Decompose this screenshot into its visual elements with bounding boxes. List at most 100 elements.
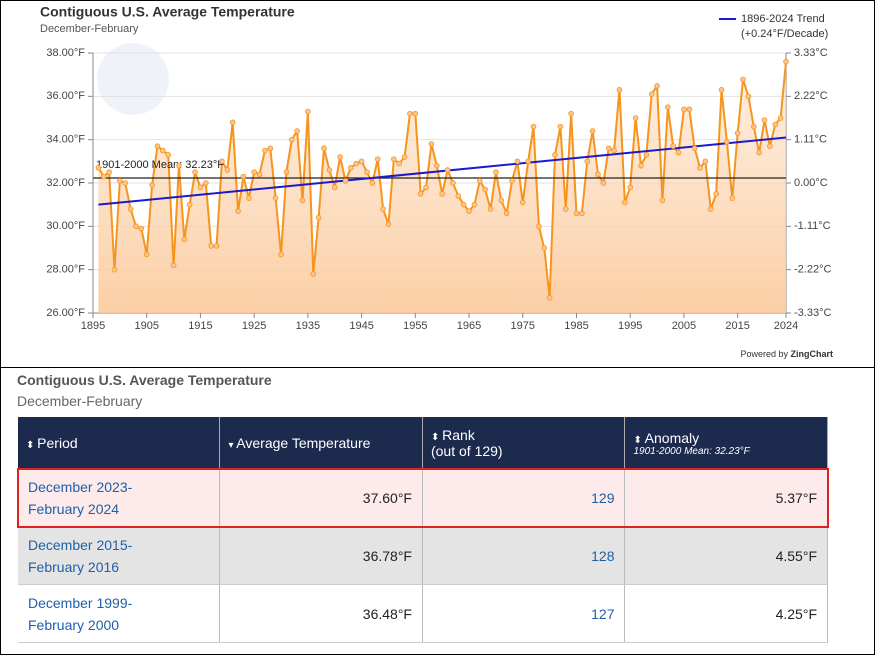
anomaly-cell: 4.55°F bbox=[624, 526, 828, 585]
period-line[interactable]: February 2000 bbox=[28, 616, 120, 633]
y2-tick-label: -3.33°C bbox=[794, 307, 831, 319]
point bbox=[380, 206, 386, 212]
column-label: Rank bbox=[442, 427, 475, 443]
point bbox=[186, 201, 193, 208]
x-tick-label: 1995 bbox=[618, 320, 642, 332]
point bbox=[149, 182, 155, 188]
point bbox=[326, 167, 333, 173]
point bbox=[235, 208, 241, 214]
point bbox=[288, 136, 295, 143]
x-tick-label: 1945 bbox=[349, 320, 373, 332]
point bbox=[331, 184, 338, 191]
point bbox=[697, 165, 703, 171]
point bbox=[498, 197, 505, 204]
point bbox=[767, 143, 773, 149]
point bbox=[224, 167, 231, 173]
point bbox=[460, 201, 467, 208]
point bbox=[197, 184, 204, 191]
point bbox=[600, 180, 607, 186]
point bbox=[546, 295, 553, 301]
y-tick-label: 30.00°F bbox=[46, 220, 85, 232]
point bbox=[589, 128, 596, 134]
column-header[interactable]: ▾ Average Temperature bbox=[219, 417, 423, 469]
x-tick-label: 1965 bbox=[457, 320, 481, 332]
point bbox=[256, 171, 263, 178]
point bbox=[702, 158, 709, 165]
point bbox=[111, 266, 118, 273]
point bbox=[213, 243, 220, 249]
sort-icon[interactable]: ⬍ bbox=[26, 440, 38, 451]
rank-cell: 129 bbox=[422, 469, 626, 527]
point bbox=[192, 169, 198, 175]
point bbox=[595, 171, 601, 178]
column-header[interactable]: ⬍ Rank (out of 129) bbox=[422, 417, 626, 469]
point bbox=[772, 121, 779, 128]
point bbox=[278, 251, 284, 258]
period-line[interactable]: December 2023- bbox=[28, 478, 133, 495]
point bbox=[783, 58, 789, 65]
point bbox=[648, 91, 655, 97]
period-cell: December 2015- February 2016 bbox=[18, 526, 221, 585]
point bbox=[536, 223, 542, 230]
point bbox=[305, 108, 311, 115]
period-cell: December 2023- February 2024 bbox=[18, 469, 221, 527]
point bbox=[707, 206, 714, 212]
sort-icon[interactable]: ⬍ bbox=[430, 432, 443, 443]
point bbox=[455, 193, 462, 199]
chart-title: Contiguous U.S. Average Temperature bbox=[40, 4, 295, 20]
sort-icon[interactable]: ⬍ bbox=[633, 434, 645, 446]
column-sub: (out of 129) bbox=[430, 443, 503, 459]
point bbox=[681, 106, 687, 113]
legend-label: 1896-2024 Trend bbox=[741, 13, 825, 25]
point bbox=[691, 145, 698, 152]
point bbox=[208, 243, 214, 249]
point bbox=[509, 178, 515, 184]
period-line[interactable]: December 2015- bbox=[28, 536, 133, 553]
row: December 2023- February 2024 37.60°F 129 5.3… bbox=[17, 468, 829, 528]
point bbox=[176, 162, 182, 169]
point bbox=[117, 178, 123, 184]
credit: Powered by ZingChart bbox=[740, 349, 833, 359]
point bbox=[428, 141, 435, 147]
y2-tick-label: -2.22°C bbox=[794, 264, 831, 276]
y2-tick-label: 0.00°C bbox=[794, 177, 828, 189]
point bbox=[267, 145, 274, 152]
temp-cell: 36.48°F bbox=[219, 584, 423, 643]
point bbox=[519, 199, 526, 206]
x-tick-label: 1925 bbox=[242, 320, 266, 332]
x-tick-label: 2024 bbox=[774, 320, 798, 332]
anomaly-cell: 4.25°F bbox=[624, 584, 828, 643]
row: December 2015- February 2016 36.78°F 128 4.5… bbox=[18, 526, 828, 585]
point bbox=[724, 139, 730, 145]
column-header[interactable]: ⬍ Period bbox=[18, 417, 221, 469]
point bbox=[181, 236, 188, 243]
point bbox=[503, 210, 510, 217]
point bbox=[675, 149, 682, 156]
column-header[interactable]: ⬍ Anomaly 1901-2000 Mean: 32.23°F bbox=[624, 417, 828, 469]
point bbox=[761, 117, 768, 123]
rank-cell: 127 bbox=[422, 584, 626, 643]
point bbox=[321, 145, 327, 152]
chart: Contiguous U.S. Average Temperature Dece… bbox=[40, 4, 833, 360]
point bbox=[729, 195, 736, 201]
point bbox=[638, 162, 644, 169]
sort-icon[interactable]: ▾ bbox=[228, 440, 237, 451]
point bbox=[407, 110, 413, 117]
period-line[interactable]: February 2024 bbox=[28, 500, 120, 517]
point bbox=[100, 173, 107, 180]
area-fill bbox=[98, 61, 787, 313]
point bbox=[251, 169, 257, 175]
point bbox=[471, 201, 478, 208]
period-line[interactable]: February 2016 bbox=[28, 558, 120, 575]
point bbox=[412, 110, 419, 117]
row: December 1999- February 2000 36.48°F 127 4.2… bbox=[18, 584, 828, 643]
point bbox=[358, 158, 365, 165]
period-line[interactable]: December 1999- bbox=[28, 594, 133, 611]
point bbox=[154, 143, 161, 149]
table-panel: Contiguous U.S. Average Temperature Dece… bbox=[1, 367, 874, 654]
credit-prefix: Powered by bbox=[740, 349, 788, 359]
point bbox=[401, 154, 408, 160]
point bbox=[745, 93, 752, 100]
point bbox=[450, 180, 456, 186]
